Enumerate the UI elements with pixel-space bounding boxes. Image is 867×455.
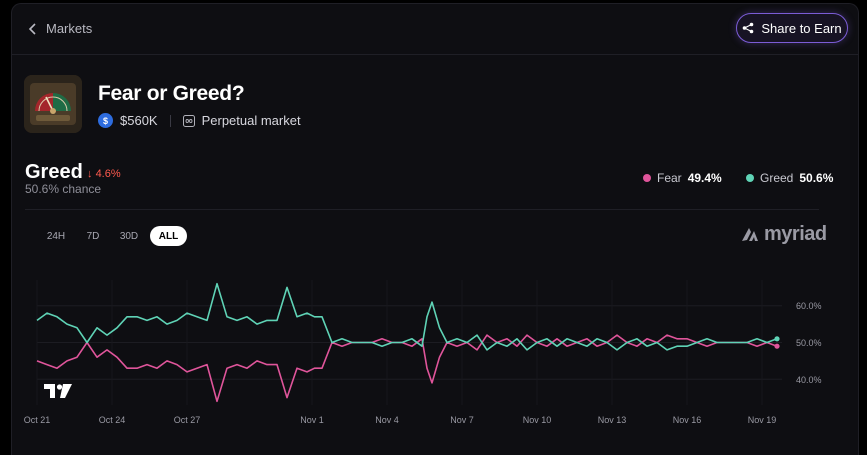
x-tick-label: Nov 19 (748, 415, 777, 425)
outcome-change-value: 4.6% (95, 168, 121, 180)
y-tick-label: 60.0% (796, 301, 822, 311)
fear-dot (643, 174, 651, 182)
usdc-coin-icon: $ (98, 113, 113, 128)
chart-series (36, 282, 780, 403)
share-icon (743, 22, 754, 34)
legend-greed-name: Greed (760, 171, 794, 185)
back-label: Markets (46, 21, 93, 36)
greed-dot (746, 174, 754, 182)
outcome-change: ↓ 4.6% (87, 168, 121, 180)
share-to-earn-button[interactable]: Share to Earn (736, 13, 848, 43)
y-tick-label: 50.0% (796, 338, 822, 348)
myriad-logo: myriad (740, 223, 827, 246)
market-image (24, 75, 82, 133)
y-axis-labels: 60.0% 50.0% 40.0% (796, 301, 822, 385)
market-volume: $560K (120, 113, 158, 128)
x-tick-label: Nov 1 (300, 415, 324, 425)
timeframe-30d[interactable]: 30D (119, 230, 139, 242)
legend-fear-name: Fear (657, 171, 682, 185)
market-meta: $ $560K Perpetual market (98, 113, 301, 128)
meta-separator (169, 114, 171, 127)
x-tick-label: Nov 10 (523, 415, 552, 425)
top-bar: Markets Share to Earn (12, 4, 858, 55)
back-to-markets-link[interactable]: Markets (28, 21, 92, 36)
outcome-chance: 50.6% chance (25, 182, 102, 196)
section-divider (25, 209, 819, 210)
tradingview-logo-icon (44, 384, 72, 398)
x-tick-label: Oct 24 (99, 415, 126, 425)
legend-greed-value: 50.6% (799, 171, 834, 185)
market-type: Perpetual market (201, 113, 301, 128)
myriad-mark-icon (742, 227, 758, 241)
series-line-greed (36, 282, 778, 351)
brand-name: myriad (764, 223, 827, 245)
x-tick-label: Nov 13 (598, 415, 627, 425)
x-tick-label: Oct 21 (24, 415, 51, 425)
timeframe-24h[interactable]: 24H (46, 230, 66, 242)
x-tick-label: Nov 7 (450, 415, 474, 425)
legend-greed: Greed 50.6% (746, 171, 833, 185)
share-label: Share to Earn (761, 20, 842, 36)
x-axis-labels: Oct 21 Oct 24 Oct 27 Nov 1 Nov 4 Nov 7 Nov 10 N… (24, 415, 777, 425)
gauge-icon (24, 75, 82, 133)
y-tick-label: 40.0% (796, 375, 822, 385)
infinity-badge-icon (182, 114, 195, 127)
x-tick-label: Nov 4 (375, 415, 399, 425)
chevron-left-icon (28, 22, 36, 35)
series-end-marker-fear (774, 343, 780, 349)
series-end-marker-greed (774, 336, 780, 342)
arrow-down-icon: ↓ (87, 168, 96, 180)
outcome-label: Greed (25, 161, 83, 183)
market-title: Fear or Greed? (98, 82, 245, 105)
timeframe-7d[interactable]: 7D (86, 230, 100, 242)
chart-grid (36, 280, 782, 405)
x-tick-label: Nov 16 (673, 415, 702, 425)
legend-fear: Fear 49.4% (643, 171, 722, 185)
series-line-fear (36, 334, 778, 403)
x-tick-label: Oct 27 (174, 415, 201, 425)
timeframe-all[interactable]: ALL (150, 226, 187, 246)
legend-fear-value: 49.4% (687, 171, 722, 185)
